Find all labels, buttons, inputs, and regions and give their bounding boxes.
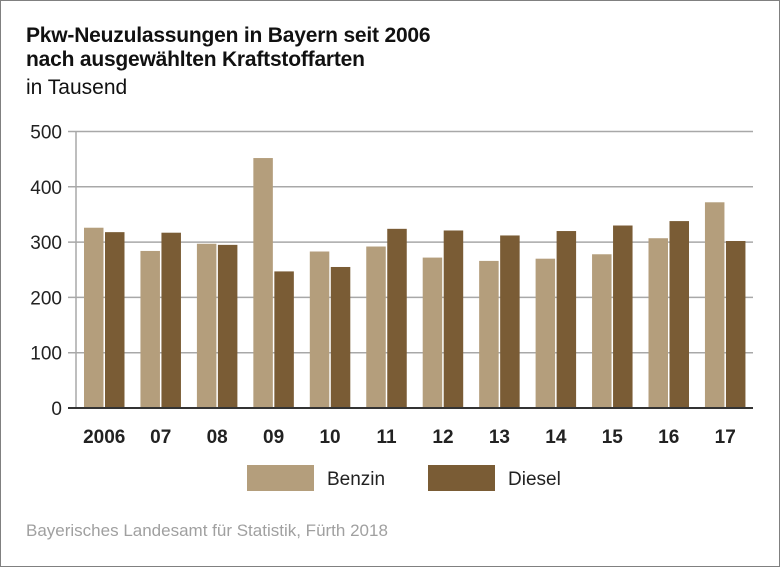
x-tick-label: 2006 <box>83 427 125 448</box>
y-tick-label: 500 <box>30 123 62 144</box>
x-tick-label: 12 <box>432 427 453 448</box>
y-tick-label: 400 <box>30 178 62 199</box>
x-tick-label: 11 <box>376 427 397 448</box>
chart-title-line-2: nach ausgewählten Kraftstoffarten <box>26 48 365 71</box>
bar-diesel <box>556 231 577 408</box>
bar-benzin <box>648 238 668 408</box>
source-note: Bayerisches Landesamt für Statistik, Für… <box>26 521 388 540</box>
y-tick-label: 0 <box>51 399 62 420</box>
bar-diesel <box>105 232 125 408</box>
chart-title: Pkw-Neuzulassungen in Bayern seit 2006 n… <box>26 24 431 72</box>
y-tick-label: 200 <box>30 288 62 309</box>
bar-diesel <box>387 228 407 408</box>
y-tick-label: 300 <box>30 233 62 254</box>
bar-diesel <box>613 225 633 408</box>
bars <box>84 158 746 408</box>
x-tick-label: 13 <box>489 427 510 448</box>
bar-diesel <box>500 235 520 408</box>
chart-subtitle: in Tausend <box>26 76 128 99</box>
bar-benzin <box>704 202 725 408</box>
bar-diesel <box>725 240 746 408</box>
bar-benzin <box>309 251 330 408</box>
x-tick-label: 17 <box>715 427 736 448</box>
bar-benzin <box>366 246 386 408</box>
bar-benzin <box>84 227 104 408</box>
bar-benzin <box>196 243 217 408</box>
x-tick-label: 14 <box>545 427 567 448</box>
gridlines <box>68 130 753 354</box>
axes <box>68 131 753 409</box>
bar-diesel <box>274 271 294 408</box>
y-axis-ticks: 0 100 200 300 400 500 <box>30 123 62 421</box>
y-tick-label: 100 <box>30 344 62 365</box>
x-tick-label: 08 <box>207 427 228 448</box>
bar-benzin <box>479 260 499 408</box>
bar-benzin <box>592 254 612 408</box>
bar-benzin <box>535 258 556 408</box>
x-tick-label: 10 <box>319 427 340 448</box>
legend-label-benzin: Benzin <box>327 469 385 490</box>
bar-benzin <box>253 158 273 408</box>
x-tick-label: 16 <box>658 427 679 448</box>
legend-swatch-benzin <box>247 465 314 491</box>
bar-diesel <box>217 244 238 408</box>
chart-title-line-1: Pkw-Neuzulassungen in Bayern seit 2006 <box>26 24 431 47</box>
x-tick-label: 09 <box>263 427 284 448</box>
bar-benzin <box>422 257 443 408</box>
x-tick-label: 07 <box>150 427 171 448</box>
x-axis-ticks: 2006 07 08 09 10 11 12 13 14 15 16 17 <box>83 427 736 448</box>
bar-diesel <box>330 266 351 408</box>
legend-label-diesel: Diesel <box>508 469 561 490</box>
legend-swatch-diesel <box>428 465 495 491</box>
legend: Benzin Diesel <box>247 465 561 491</box>
bar-diesel <box>161 232 181 408</box>
bar-diesel <box>443 230 464 408</box>
bar-diesel <box>669 221 689 408</box>
bar-benzin <box>140 250 160 408</box>
x-tick-label: 15 <box>602 427 624 448</box>
